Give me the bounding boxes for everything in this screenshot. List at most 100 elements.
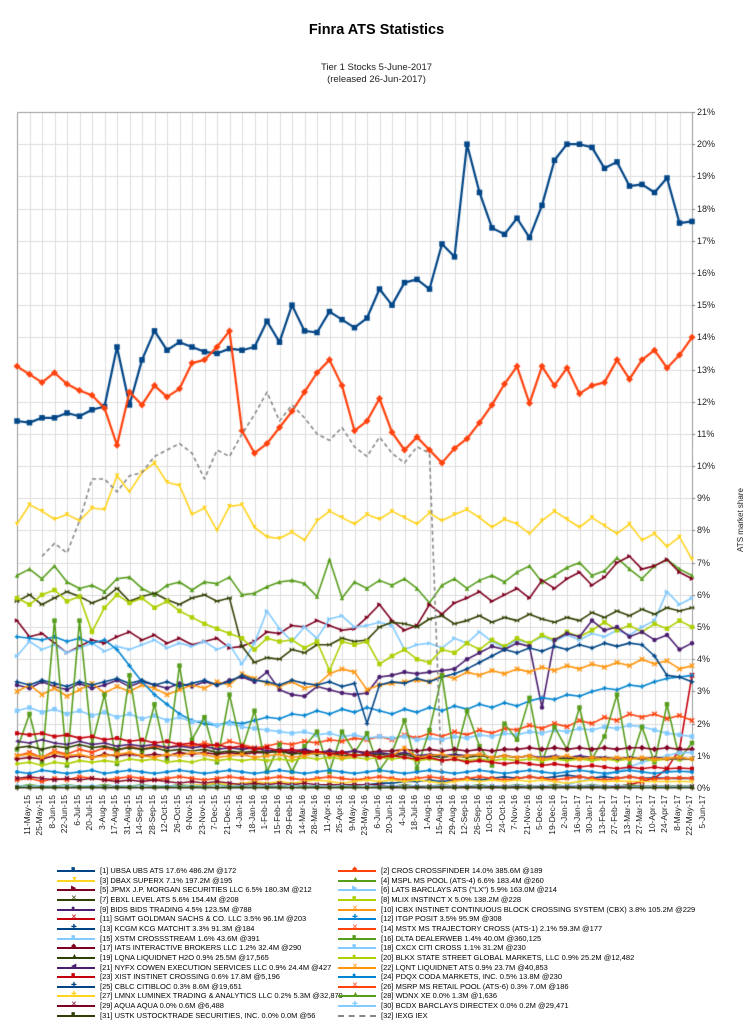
x-tick-label: 27-Feb-17 — [609, 795, 619, 835]
x-tick-label: 3-Aug-15 — [96, 795, 107, 830]
legend-item-label: [23] XIST INSTINET CROSSING 0.6% 17.8M @… — [100, 972, 280, 982]
legend-swatch-line — [57, 1005, 95, 1008]
legend-swatch-line — [57, 937, 95, 940]
legend-swatch-line — [57, 870, 95, 872]
legend-item-label: [7] EBXL LEVEL ATS 5.6% 154.4M @208 — [100, 894, 239, 904]
legend-swatch-marker: ■ — [352, 943, 357, 951]
legend-swatch-line — [57, 879, 95, 882]
legend-swatch-marker: ✕ — [352, 981, 358, 989]
y-tick-label: 15% — [697, 300, 716, 311]
x-tick-label: 21-Nov-16 — [521, 795, 532, 835]
legend-swatch-line — [338, 927, 376, 930]
legend-item-label: [4] MSPL MS POOL (ATS-4) 6.6% 183.4M @26… — [381, 875, 544, 885]
x-tick-label: 31-Aug-15 — [121, 795, 132, 835]
legend-swatch-line — [338, 966, 376, 969]
x-tick-label: 23-Nov-15 — [196, 795, 207, 835]
legend-item-label: [22] LQNT LIQUIDNET ATS 0.9% 23.7M @40,8… — [381, 962, 548, 972]
y-tick-label: 7% — [697, 557, 711, 568]
legend-item-label: [32] IEXG IEX — [381, 1010, 428, 1020]
x-tick-label: 25-Apr-16 — [334, 795, 344, 833]
legend-item-label: [2] CROS CROSSFINDER 14.0% 385.6M @189 — [381, 866, 543, 875]
y-tick-label: 9% — [697, 493, 711, 504]
x-tick-label: 11-Apr-16 — [321, 795, 332, 833]
y-tick-label: 2% — [697, 718, 711, 729]
legend-item-label: [31] USTK USTOCKTRADE SECURITIES, INC. 0… — [100, 1010, 316, 1020]
legend-swatch-marker: ✚ — [352, 914, 358, 922]
legend-item-label: [13] KCGM KCG MATCHIT 3.3% 91.3M @184 — [100, 923, 255, 933]
legend-item-label: [8] MLIX INSTINCT X 5.0% 138.2M @228 — [381, 894, 522, 904]
x-tick-label: 7-Nov-16 — [509, 795, 519, 830]
legend-swatch-marker: ✕ — [71, 1001, 77, 1009]
x-tick-label: 22-Jun-15 — [59, 795, 69, 834]
y-tick-label: 17% — [697, 235, 716, 246]
x-tick-label: 18-Jul-16 — [409, 795, 419, 831]
legend-swatch-line — [338, 898, 376, 901]
x-tick-label: 2-Jan-17 — [559, 795, 569, 829]
legend-item-label: [20] BLKX STATE STREET GLOBAL MARKETS, L… — [381, 952, 635, 962]
x-tick-label: 12-Sep-16 — [459, 795, 469, 835]
y-tick-label: 12% — [697, 396, 716, 407]
legend-swatch-line — [57, 966, 95, 969]
legend-swatch-marker: ■ — [71, 1010, 76, 1018]
legend-swatch-line — [57, 898, 95, 901]
legend-swatch-marker: ■ — [71, 933, 76, 941]
legend-swatch-line — [57, 956, 95, 959]
legend-swatch-marker: ✚ — [71, 923, 77, 931]
legend-item-label: [5] JPMX J.P. MORGAN SECURITIES LLC 6.5%… — [100, 885, 312, 895]
legend-swatch-marker: ● — [352, 952, 357, 960]
legend-swatch-marker: ■ — [71, 866, 76, 873]
legend-swatch-marker: ▶ — [71, 885, 77, 893]
legend-swatch-line — [57, 918, 95, 921]
legend-swatch-marker: ■ — [352, 894, 357, 902]
y-tick-label: 8% — [697, 525, 711, 536]
x-tick-label: 5-Jun-17 — [696, 795, 707, 829]
y-tick-label: 4% — [697, 654, 711, 665]
x-tick-label: 13-Mar-17 — [621, 795, 632, 835]
x-tick-label: 5-Dec-16 — [534, 795, 544, 830]
legend-item-label: [3] DBAX SUPERX 7.1% 197.2M @195 — [100, 875, 233, 885]
x-tick-label: 9-May-16 — [346, 795, 357, 831]
legend-swatch-marker: ▲ — [352, 875, 359, 883]
legend-item-label: [19] LQNA LIQUIDNET H2O 0.9% 25.5M @17,5… — [100, 952, 269, 962]
legend-swatch-line — [57, 985, 95, 988]
x-tick-label: 28-Mar-16 — [309, 795, 319, 835]
x-tick-label: 21-Dec-15 — [221, 795, 232, 835]
x-tick-label: 25-May-15 — [34, 795, 44, 836]
y-tick-label: 21% — [697, 107, 716, 117]
legend-item-label: [16] DLTA DEALERWEB 1.4% 40.0M @360,125 — [381, 933, 542, 943]
legend-swatch-line — [338, 995, 376, 998]
y-axis-title: ATS market share — [736, 488, 745, 552]
x-tick-label: 4-Jan-16 — [234, 795, 244, 829]
legend-item-label: [30] BCDX BARCLAYS DIRECTEX 0.0% 0.2M @2… — [381, 1001, 569, 1011]
y-tick-label: 20% — [697, 139, 716, 150]
legend-swatch-line — [57, 889, 95, 892]
legend-swatch-marker: ✚ — [352, 1001, 358, 1009]
y-tick-label: 10% — [697, 461, 716, 472]
x-tick-label: 14-Mar-16 — [296, 795, 307, 835]
x-tick-label: 23-May-16 — [359, 795, 369, 836]
legend-swatch-line — [338, 956, 376, 959]
legend-swatch-marker: ◆ — [71, 943, 77, 951]
x-tick-label: 1-Aug-16 — [421, 795, 432, 830]
legend-swatch-line — [338, 947, 376, 950]
legend-swatch-line — [338, 1005, 376, 1008]
legend-swatch-marker: ▲ — [352, 991, 359, 999]
x-tick-label: 24-Oct-16 — [496, 795, 507, 833]
x-tick-label: 22-May-17 — [684, 795, 694, 836]
legend-swatch-marker: ■ — [71, 972, 76, 980]
legend-swatch-marker: ● — [352, 972, 357, 980]
legend-swatch-line — [338, 918, 376, 921]
x-tick-label: 12-Oct-15 — [159, 795, 169, 833]
y-tick-label: 1% — [697, 750, 711, 761]
y-tick-label: 3% — [697, 686, 711, 697]
x-tick-label: 11-May-15 — [21, 795, 32, 835]
legend-swatch-line — [57, 976, 95, 979]
x-tick-label: 15-Feb-16 — [271, 795, 282, 835]
x-tick-label: 27-Mar-17 — [634, 795, 644, 835]
x-tick-label: 16-Jan-17 — [571, 795, 582, 834]
legend-swatch-marker: ✕ — [352, 904, 358, 912]
y-tick-label: 18% — [697, 203, 716, 214]
legend-item-label: [29] AQUA AQUA 0.0% 0.6M @6,488 — [100, 1001, 224, 1011]
legend-swatch-line — [57, 927, 95, 930]
